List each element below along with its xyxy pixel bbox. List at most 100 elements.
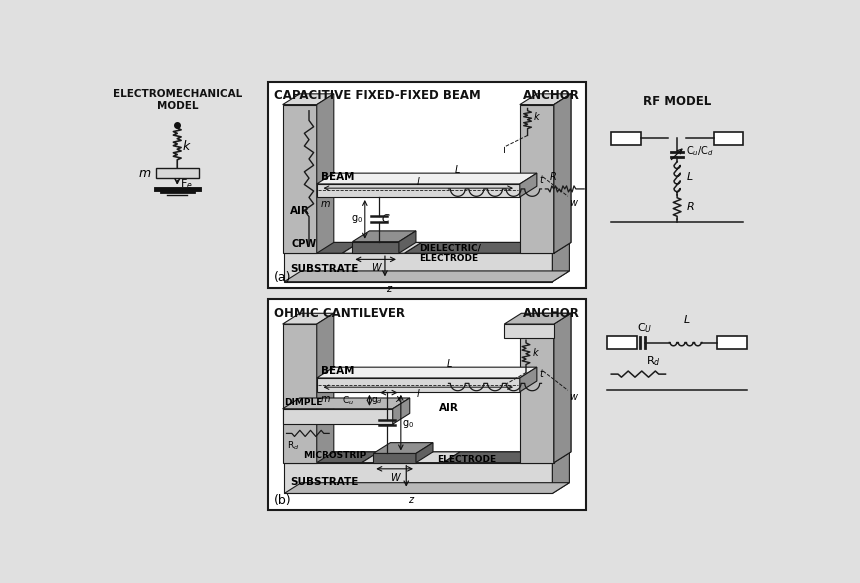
Text: (a): (a): [274, 271, 292, 284]
Bar: [717, 336, 746, 349]
Bar: [268, 300, 587, 510]
Text: m: m: [138, 167, 150, 180]
Text: BEAM: BEAM: [321, 367, 354, 377]
Polygon shape: [284, 253, 552, 282]
Polygon shape: [552, 452, 569, 493]
Polygon shape: [443, 452, 569, 463]
Text: ELECTRODE: ELECTRODE: [437, 455, 496, 464]
Text: w: w: [569, 392, 577, 402]
Polygon shape: [552, 243, 569, 282]
Polygon shape: [504, 324, 554, 338]
Text: m: m: [321, 199, 330, 209]
Polygon shape: [519, 173, 537, 197]
Polygon shape: [316, 367, 537, 378]
Text: DIELECTRIC/
ELECTRODE: DIELECTRIC/ ELECTRODE: [419, 243, 481, 262]
Polygon shape: [373, 454, 416, 463]
Text: t: t: [539, 175, 543, 185]
Text: L: L: [454, 164, 460, 175]
Text: z: z: [386, 284, 391, 294]
Text: z: z: [408, 495, 413, 505]
Polygon shape: [353, 231, 416, 242]
Polygon shape: [519, 324, 554, 463]
Text: C: C: [381, 213, 389, 223]
Text: MICROSTRIP: MICROSTRIP: [304, 451, 367, 461]
Text: t: t: [539, 369, 543, 379]
Bar: [156, 168, 199, 178]
Text: F$_e$: F$_e$: [180, 177, 193, 191]
Text: W: W: [390, 473, 399, 483]
Text: l: l: [417, 389, 420, 399]
Text: L: L: [684, 315, 690, 325]
Text: ANCHOR: ANCHOR: [524, 89, 580, 102]
Text: DIMPLE: DIMPLE: [284, 398, 322, 407]
Text: CPW: CPW: [292, 240, 317, 250]
Polygon shape: [519, 104, 554, 253]
Text: ELECTROMECHANICAL
MODEL: ELECTROMECHANICAL MODEL: [113, 89, 242, 111]
Polygon shape: [316, 378, 519, 392]
Text: OHMIC CANTILEVER: OHMIC CANTILEVER: [274, 307, 405, 320]
Text: g$_d$: g$_d$: [371, 395, 383, 406]
Polygon shape: [416, 442, 433, 463]
Polygon shape: [284, 483, 569, 493]
Text: R$_d$: R$_d$: [647, 354, 661, 368]
Polygon shape: [504, 313, 571, 324]
Polygon shape: [519, 313, 571, 324]
Polygon shape: [316, 94, 334, 253]
Text: SUBSTRATE: SUBSTRATE: [291, 264, 359, 275]
Text: L: L: [446, 359, 452, 368]
Polygon shape: [284, 271, 569, 282]
Text: k: k: [532, 348, 538, 359]
Text: l: l: [417, 177, 420, 187]
Text: x: x: [396, 394, 402, 404]
Text: AIR: AIR: [291, 206, 310, 216]
Text: W: W: [371, 264, 380, 273]
Polygon shape: [284, 243, 359, 253]
Text: R: R: [550, 171, 556, 182]
Text: BEAM: BEAM: [321, 173, 354, 182]
Text: w: w: [569, 198, 577, 208]
Polygon shape: [404, 243, 569, 253]
Polygon shape: [284, 243, 569, 253]
Text: L: L: [686, 172, 692, 182]
Text: g$_0$: g$_0$: [402, 418, 415, 430]
Text: m: m: [321, 394, 330, 404]
Polygon shape: [399, 231, 416, 253]
Polygon shape: [373, 442, 433, 454]
Polygon shape: [519, 367, 537, 392]
Polygon shape: [284, 452, 378, 463]
Text: g$_0$: g$_0$: [351, 213, 363, 226]
Polygon shape: [283, 398, 409, 409]
Polygon shape: [283, 409, 393, 424]
Polygon shape: [519, 94, 571, 104]
Polygon shape: [393, 398, 409, 424]
Text: C$_U$: C$_U$: [637, 321, 652, 335]
Text: k: k: [534, 113, 539, 122]
Polygon shape: [283, 94, 334, 104]
Bar: [268, 82, 587, 288]
Polygon shape: [362, 452, 460, 463]
Polygon shape: [554, 313, 571, 463]
Polygon shape: [283, 104, 316, 253]
Polygon shape: [316, 173, 537, 184]
Bar: [714, 132, 743, 145]
Text: AIR: AIR: [439, 403, 459, 413]
Polygon shape: [342, 243, 421, 253]
Polygon shape: [316, 313, 334, 463]
Text: C$_u$: C$_u$: [341, 394, 354, 406]
Polygon shape: [316, 184, 519, 197]
Polygon shape: [283, 313, 334, 324]
Text: ANCHOR: ANCHOR: [524, 307, 580, 320]
Polygon shape: [284, 463, 552, 493]
Polygon shape: [554, 94, 571, 253]
Text: R$_d$: R$_d$: [286, 440, 299, 452]
Text: C$_u$/C$_d$: C$_u$/C$_d$: [686, 144, 715, 158]
Bar: [607, 336, 636, 349]
Polygon shape: [353, 242, 399, 253]
Polygon shape: [554, 94, 571, 253]
Text: CAPACITIVE FIXED-FIXED BEAM: CAPACITIVE FIXED-FIXED BEAM: [274, 89, 481, 102]
Text: k: k: [182, 141, 190, 153]
Polygon shape: [283, 324, 316, 463]
Text: RF MODEL: RF MODEL: [643, 96, 711, 108]
Text: R: R: [686, 202, 694, 212]
Text: (b): (b): [274, 494, 292, 507]
